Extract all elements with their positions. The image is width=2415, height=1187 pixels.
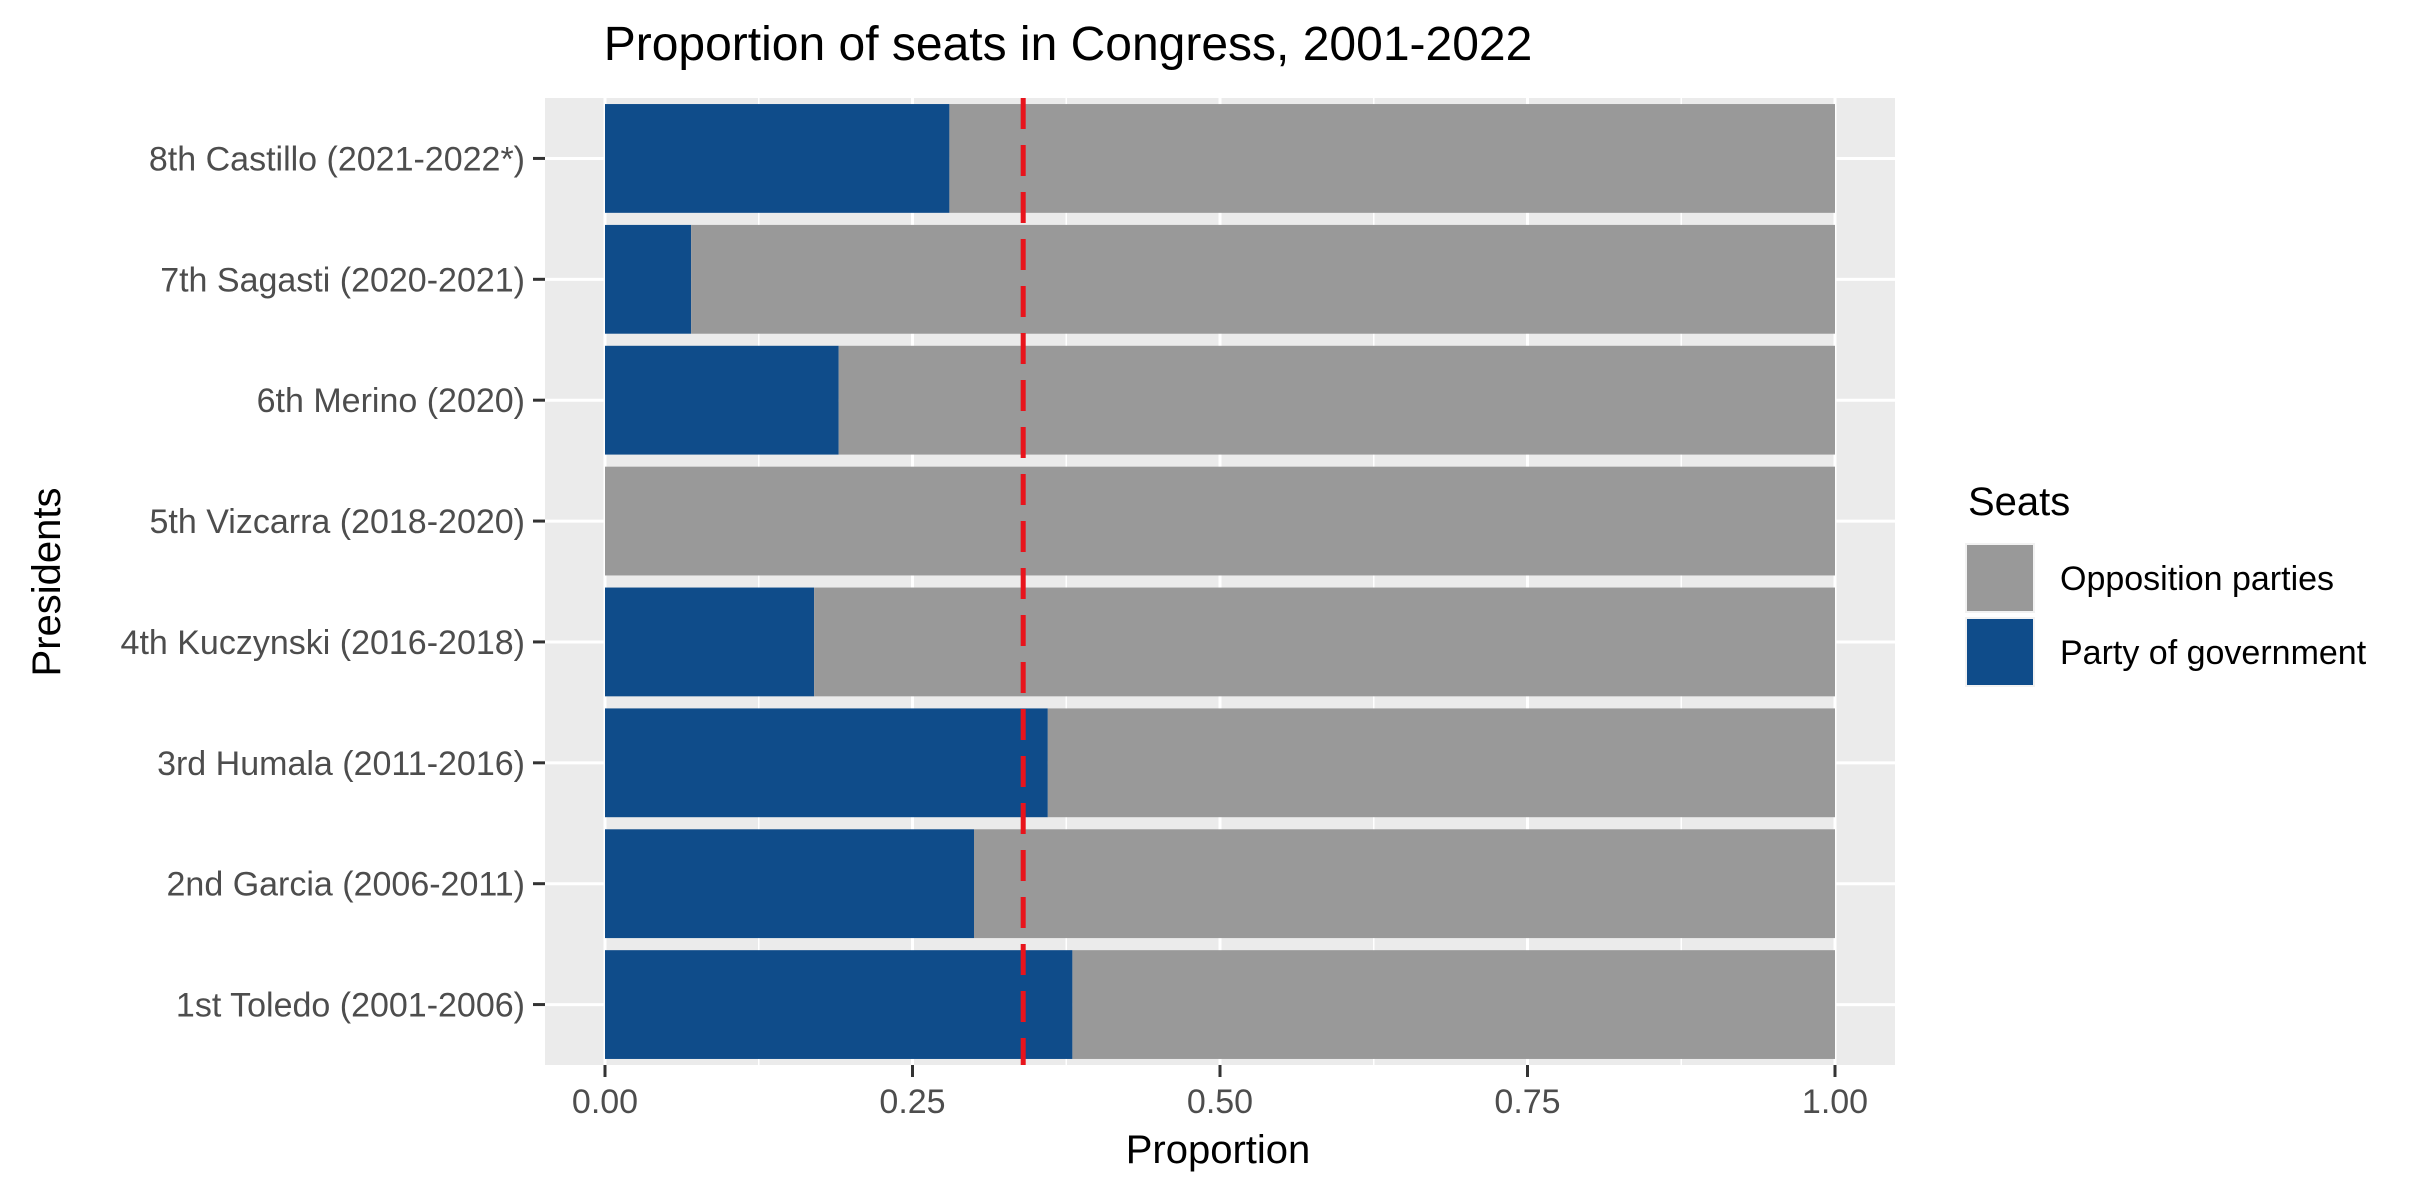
legend-swatch	[1967, 545, 2033, 611]
bar-segment	[605, 345, 839, 455]
bar-segment	[605, 829, 974, 939]
bar-segment	[605, 104, 950, 213]
legend-items: Opposition parties Party of government	[1965, 543, 2367, 687]
legend-title: Seats	[1968, 480, 2070, 524]
y-tick-label: 8th Castillo (2021-2022*)	[149, 140, 525, 178]
y-axis: 1st Toledo (2001-2006) 2nd Garcia (2006-2…	[121, 140, 545, 1025]
x-tick-label: 1.00	[1802, 1083, 1868, 1121]
x-tick-label: 0.25	[879, 1083, 945, 1121]
bar-segment	[1047, 708, 1835, 818]
y-tick-label: 7th Sagasti (2020-2021)	[160, 261, 525, 299]
x-tick-label: 0.00	[572, 1083, 638, 1121]
bar-segment	[1072, 950, 1835, 1059]
bar-segment	[691, 224, 1835, 334]
bar-segment	[838, 345, 1835, 455]
x-axis: 0.00 0.25 0.50 0.75 1.00	[572, 1065, 1868, 1121]
x-axis-label: Proportion	[1126, 1128, 1311, 1172]
chart-title: Proportion of seats in Congress, 2001-20…	[604, 18, 1533, 71]
bar-segment	[605, 466, 1835, 576]
legend-label: Opposition parties	[2060, 560, 2334, 598]
y-tick-label: 1st Toledo (2001-2006)	[176, 987, 525, 1025]
bar-segment	[605, 708, 1048, 818]
legend-swatch	[1967, 619, 2033, 685]
x-tick-label: 0.50	[1187, 1083, 1253, 1121]
y-tick-label: 3rd Humala (2011-2016)	[157, 745, 525, 783]
y-tick-label: 4th Kuczynski (2016-2018)	[121, 624, 525, 662]
bar-segment	[605, 950, 1073, 1059]
y-axis-label: Presidents	[25, 488, 69, 677]
y-tick-label: 6th Merino (2020)	[257, 382, 525, 420]
bar-segment	[949, 104, 1835, 213]
legend: Seats Opposition parties Party of governm…	[1965, 480, 2367, 687]
bar-segment	[974, 829, 1835, 939]
bars	[605, 104, 1835, 1059]
legend-label: Party of government	[2060, 634, 2367, 672]
bar-segment	[605, 587, 815, 697]
bar-segment	[814, 587, 1835, 697]
x-tick-label: 0.75	[1494, 1083, 1560, 1121]
bar-segment	[605, 224, 692, 334]
y-tick-label: 5th Vizcarra (2018-2020)	[150, 503, 525, 541]
y-tick-label: 2nd Garcia (2006-2011)	[167, 866, 525, 904]
